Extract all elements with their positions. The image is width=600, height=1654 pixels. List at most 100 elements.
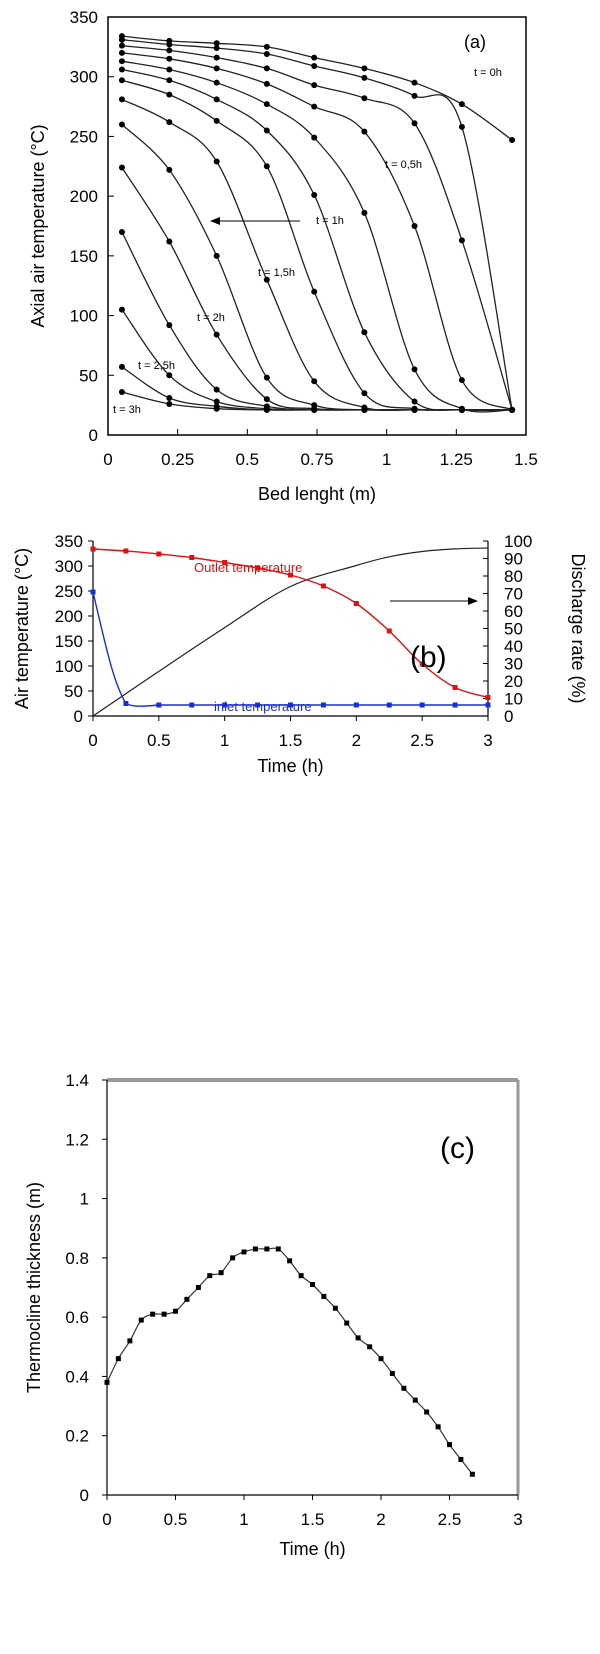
panel-label: (c) bbox=[440, 1132, 475, 1165]
data-point bbox=[118, 164, 125, 171]
data-point bbox=[411, 92, 418, 99]
y2-tick-label: 60 bbox=[504, 602, 523, 621]
data-point bbox=[166, 322, 173, 329]
outlet-data-point bbox=[320, 583, 326, 589]
y2-tick-label: 20 bbox=[504, 672, 523, 691]
data-point bbox=[458, 237, 465, 244]
x-tick-label: 3 bbox=[513, 1510, 522, 1529]
x-tick-label: 0 bbox=[103, 450, 112, 469]
x-axis-label: Time (h) bbox=[279, 1539, 345, 1559]
y-tick-label: 200 bbox=[70, 187, 98, 206]
data-point bbox=[275, 1246, 281, 1252]
data-point bbox=[389, 1370, 395, 1376]
data-point bbox=[218, 1270, 224, 1276]
x-tick-label: 0.5 bbox=[164, 1510, 188, 1529]
data-point bbox=[166, 400, 173, 407]
data-point bbox=[411, 398, 418, 405]
data-point bbox=[195, 1285, 201, 1290]
data-point bbox=[213, 158, 220, 165]
panel-label: (b) bbox=[410, 641, 447, 674]
y2-tick-label: 30 bbox=[504, 655, 523, 674]
data-point bbox=[166, 41, 173, 48]
data-point bbox=[115, 1356, 121, 1362]
inlet-data-point bbox=[353, 702, 359, 708]
data-point bbox=[150, 1311, 156, 1317]
outlet-data-point bbox=[255, 565, 261, 571]
data-point bbox=[469, 1471, 475, 1477]
x-tick-label: 0 bbox=[102, 1510, 111, 1529]
y2-tick-label: 70 bbox=[504, 585, 523, 604]
x-tick-label: 0.5 bbox=[147, 731, 171, 750]
inlet-data-point bbox=[386, 702, 392, 708]
data-point bbox=[263, 396, 270, 403]
data-point bbox=[264, 1246, 270, 1252]
series-line bbox=[121, 60, 513, 413]
data-point bbox=[173, 1308, 178, 1314]
data-point bbox=[213, 252, 220, 259]
data-point bbox=[311, 62, 318, 69]
x-axis-label: Bed lenght (m) bbox=[258, 484, 376, 504]
outlet-data-point bbox=[288, 572, 293, 578]
data-point bbox=[378, 1356, 384, 1362]
outlet-data-point bbox=[156, 551, 162, 557]
y2-tick-label: 90 bbox=[504, 550, 523, 569]
y-tick-label: 0 bbox=[74, 707, 83, 726]
data-point bbox=[458, 1456, 464, 1462]
data-point bbox=[361, 95, 368, 102]
outlet-data-point bbox=[353, 601, 359, 606]
data-point bbox=[166, 372, 173, 379]
inlet-data-point bbox=[222, 702, 228, 708]
x-tick-label: 0 bbox=[88, 731, 97, 750]
y-tick-label: 150 bbox=[55, 632, 83, 651]
data-point bbox=[213, 40, 220, 47]
data-point bbox=[213, 54, 220, 61]
y-tick-label: 0 bbox=[80, 1486, 89, 1505]
y-axis-label: Thermocline thickness (m) bbox=[24, 1182, 44, 1393]
x-tick-label: 0.75 bbox=[300, 450, 333, 469]
data-point bbox=[213, 79, 220, 86]
inlet-data-point bbox=[288, 702, 293, 708]
series-line bbox=[121, 167, 513, 411]
series-line bbox=[121, 39, 513, 411]
outlet-data-point bbox=[189, 555, 195, 560]
data-point bbox=[311, 191, 318, 198]
x-axis-label: Time (h) bbox=[257, 756, 323, 776]
data-point bbox=[118, 389, 125, 396]
data-point bbox=[361, 406, 368, 413]
data-point bbox=[311, 378, 318, 385]
data-point bbox=[401, 1385, 407, 1391]
data-point bbox=[138, 1317, 144, 1323]
data-point bbox=[118, 306, 125, 313]
data-point bbox=[166, 55, 173, 62]
data-point bbox=[412, 1397, 418, 1403]
data-point bbox=[118, 77, 125, 84]
data-point bbox=[411, 223, 418, 229]
chart-b: 0501001502002503003500102030405060708090… bbox=[12, 532, 588, 776]
data-point bbox=[311, 406, 318, 413]
series-line bbox=[121, 231, 513, 411]
data-point bbox=[411, 406, 418, 413]
data-point bbox=[118, 363, 125, 370]
data-point bbox=[118, 121, 125, 128]
data-point bbox=[213, 331, 220, 338]
inlet-temperature-label: inlet temperature bbox=[214, 699, 312, 714]
data-point bbox=[424, 1409, 430, 1415]
y-tick-label: 350 bbox=[55, 532, 83, 551]
data-point bbox=[166, 47, 173, 54]
discharge-rate-line bbox=[92, 547, 489, 717]
data-point bbox=[230, 1255, 236, 1261]
data-point bbox=[458, 123, 465, 130]
data-point bbox=[213, 398, 220, 405]
inlet-data-point bbox=[123, 701, 129, 706]
data-point bbox=[287, 1258, 293, 1264]
data-point bbox=[241, 1249, 247, 1255]
data-point bbox=[355, 1335, 361, 1341]
outlet-temperature-label: Outlet temperature bbox=[194, 560, 302, 575]
data-point bbox=[184, 1296, 190, 1302]
series-label: t = 1h bbox=[316, 215, 344, 227]
data-point bbox=[298, 1273, 304, 1279]
y2-tick-label: 80 bbox=[504, 567, 523, 586]
data-point bbox=[263, 101, 270, 108]
data-point bbox=[447, 1442, 452, 1448]
